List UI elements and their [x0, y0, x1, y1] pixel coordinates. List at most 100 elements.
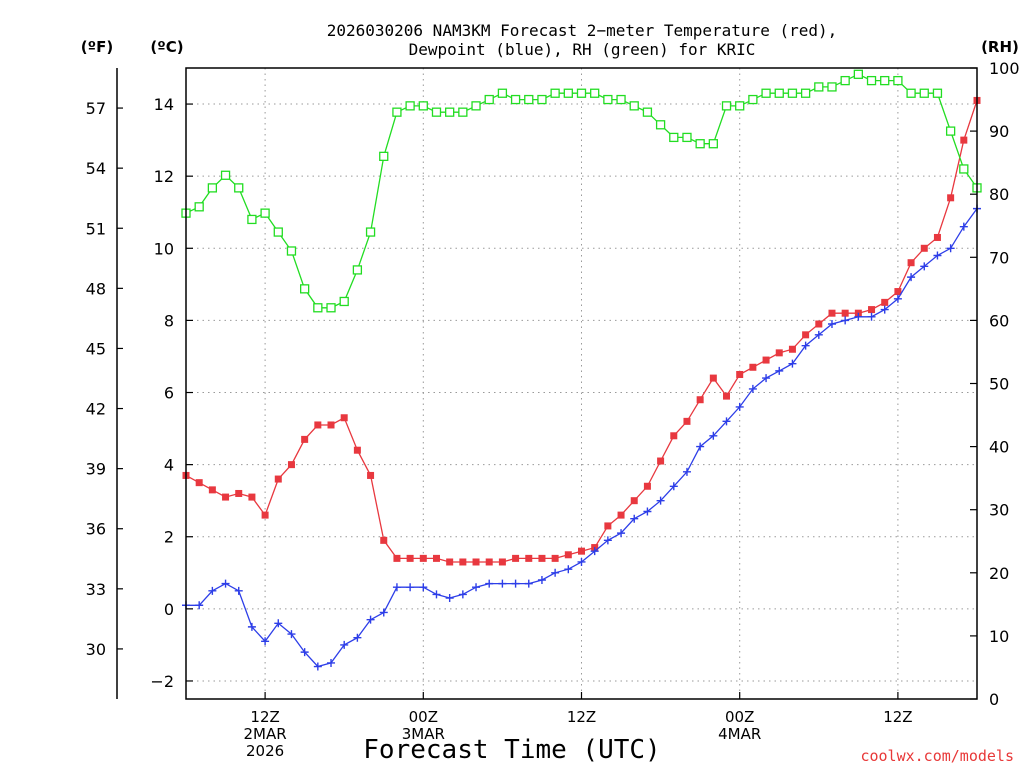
dewpoint-point: [748, 384, 757, 393]
rh-point: [959, 164, 969, 174]
temperature-point: [327, 421, 335, 429]
dewpoint-point: [379, 608, 388, 617]
temperature-point: [630, 497, 638, 505]
temperature-point: [222, 493, 230, 501]
rh-point: [247, 214, 257, 225]
dewpoint-point: [696, 442, 705, 451]
temperature-point: [485, 558, 493, 566]
rh-point: [484, 94, 494, 105]
dewpoint-point: [709, 431, 718, 440]
rh-point: [655, 120, 666, 130]
rh-point: [708, 139, 718, 149]
rh-point: [273, 227, 283, 237]
dewpoint-point: [419, 583, 428, 592]
temperature-point: [815, 320, 823, 328]
rh-point: [576, 88, 587, 98]
rh-tick-label: 60: [989, 311, 1009, 330]
fahrenheit-tick-label: 48: [86, 279, 106, 298]
dewpoint-point: [300, 648, 309, 657]
rh-point: [840, 75, 850, 86]
temperature-point: [208, 486, 216, 494]
dewpoint-point: [432, 590, 441, 599]
rh-tick-label: 30: [989, 501, 1009, 520]
time-tick-label: 00Z: [725, 708, 754, 726]
temperature-point: [340, 414, 348, 422]
dewpoint-point: [814, 330, 823, 339]
dewpoint-point: [247, 622, 256, 631]
dewpoint-point: [498, 579, 507, 588]
rh-point: [932, 88, 943, 98]
dewpoint-point: [643, 507, 652, 516]
rh-point: [774, 88, 784, 98]
temperature-point: [261, 511, 269, 519]
temperature-point: [947, 194, 955, 202]
rh-point: [669, 132, 679, 143]
rh-tick-label: 40: [989, 438, 1009, 457]
celsius-tick-label: 2: [164, 528, 174, 547]
temperature-point: [314, 421, 322, 429]
rh-point: [629, 101, 639, 111]
rh-point: [497, 88, 508, 98]
rh-tick-label: 70: [989, 248, 1009, 267]
dewpoint-point: [630, 514, 639, 523]
rh-point: [866, 75, 877, 86]
temperature-point: [881, 298, 889, 306]
temperature-point: [578, 547, 585, 555]
temperature-point: [709, 374, 717, 382]
rh-unit-label: (RH): [981, 38, 1019, 56]
rh-point: [471, 101, 481, 111]
temperature-point: [920, 244, 928, 252]
temperature-point: [287, 461, 295, 469]
dewpoint-point: [669, 482, 678, 491]
time-tick-label: 12Z: [883, 708, 912, 726]
rh-point: [299, 284, 310, 294]
dewpoint-point: [524, 579, 533, 588]
dewpoint-point: [458, 590, 467, 599]
rh-tick-label: 0: [989, 690, 999, 709]
tick-labels: −2 0 2 4 6 8 10 12 14 30 33 36 39 42 45 48 51 54 57 0 10 20 30…: [86, 59, 1020, 760]
time-tick-label: 2026: [246, 742, 284, 760]
temperature-point: [301, 435, 309, 443]
temperature-point: [617, 511, 625, 519]
dewpoint-point: [880, 305, 889, 314]
rh-point: [234, 183, 244, 193]
temperature-point: [604, 522, 612, 530]
rh-point: [695, 139, 705, 149]
dewpoint-point: [472, 583, 481, 592]
dewpoint-point: [195, 601, 204, 610]
dewpoint-point: [274, 619, 283, 628]
rh-tick-label: 90: [989, 122, 1009, 141]
temperature-point: [762, 356, 770, 364]
fahrenheit-tick-label: 45: [86, 339, 106, 358]
time-tick-label: 00Z: [409, 708, 438, 726]
rh-tick-label: 20: [989, 564, 1009, 583]
temperature-point: [419, 554, 427, 562]
time-tick-label: 2MAR: [244, 725, 287, 743]
time-tick-label: 3MAR: [402, 725, 445, 743]
rh-point: [853, 69, 863, 79]
rh-tick-label: 100: [989, 59, 1020, 78]
temperature-point: [933, 233, 941, 241]
dewpoint-point: [827, 320, 836, 329]
rh-point: [194, 202, 204, 212]
rh-point: [445, 107, 455, 117]
dewpoint-point: [577, 557, 586, 566]
dewpoint-point: [234, 586, 243, 595]
fahrenheit-tick-label: 33: [86, 580, 106, 599]
temperature-point: [538, 554, 546, 562]
grid-lines: [186, 68, 977, 699]
axes-layer: [116, 67, 978, 700]
time-tick-label: 4MAR: [718, 725, 761, 743]
celsius-tick-label: 8: [164, 311, 174, 330]
rh-point: [880, 75, 890, 86]
fahrenheit-tick-label: 30: [86, 640, 106, 659]
rh-tick-label: 50: [989, 375, 1009, 394]
rh-point: [814, 82, 824, 92]
rh-point: [603, 94, 613, 105]
celsius-tick-label: 12: [154, 167, 174, 186]
celsius-tick-label: 10: [154, 239, 174, 258]
temperature-point: [446, 558, 454, 566]
dewpoint-point: [959, 222, 968, 231]
rh-point: [537, 94, 547, 105]
rh-point: [510, 94, 521, 105]
